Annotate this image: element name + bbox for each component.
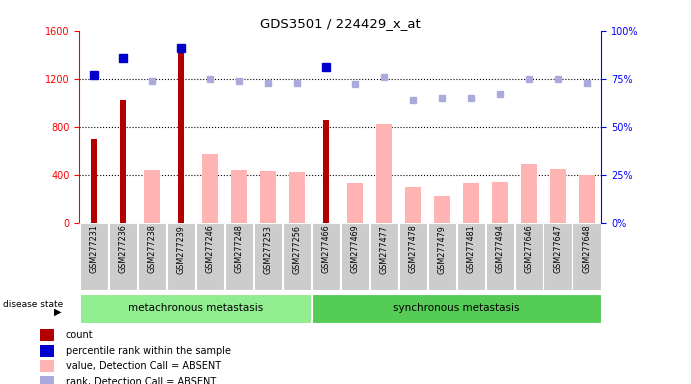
Bar — [120, 100, 126, 223]
Text: count: count — [66, 330, 93, 340]
Bar — [312, 294, 601, 323]
Bar — [79, 223, 108, 290]
Text: GSM277466: GSM277466 — [321, 225, 330, 273]
Bar — [178, 51, 184, 223]
Bar — [347, 183, 363, 223]
Bar — [79, 294, 311, 323]
Bar — [254, 223, 282, 290]
Bar — [428, 223, 456, 290]
Text: GSM277647: GSM277647 — [553, 225, 562, 273]
Bar — [40, 329, 55, 341]
Bar — [40, 360, 55, 372]
Bar — [486, 223, 514, 290]
Bar — [341, 223, 369, 290]
Text: rank, Detection Call = ABSENT: rank, Detection Call = ABSENT — [66, 377, 216, 384]
Bar — [521, 164, 537, 223]
Bar — [231, 170, 247, 223]
Bar — [434, 196, 450, 223]
Bar — [578, 175, 595, 223]
Bar — [167, 223, 195, 290]
Text: GSM277478: GSM277478 — [408, 225, 417, 273]
Text: GSM277246: GSM277246 — [205, 225, 214, 273]
Bar — [91, 139, 97, 223]
Text: GSM277238: GSM277238 — [147, 225, 156, 273]
Bar — [376, 124, 392, 223]
Text: ▶: ▶ — [54, 307, 61, 317]
Text: disease state: disease state — [3, 300, 64, 309]
Text: GSM277494: GSM277494 — [495, 225, 504, 273]
Text: GSM277256: GSM277256 — [292, 225, 301, 274]
Bar — [405, 187, 421, 223]
Text: GSM277231: GSM277231 — [89, 225, 98, 273]
Bar — [225, 223, 253, 290]
Bar — [283, 223, 311, 290]
Bar — [463, 183, 479, 223]
Text: GSM277239: GSM277239 — [176, 225, 185, 274]
Bar — [138, 223, 166, 290]
Text: value, Detection Call = ABSENT: value, Detection Call = ABSENT — [66, 361, 221, 371]
Title: GDS3501 / 224429_x_at: GDS3501 / 224429_x_at — [260, 17, 421, 30]
Bar — [108, 223, 137, 290]
Bar — [370, 223, 398, 290]
Bar — [323, 119, 329, 223]
Bar — [289, 172, 305, 223]
Bar — [399, 223, 427, 290]
Text: GSM277248: GSM277248 — [234, 225, 243, 273]
Bar — [492, 182, 508, 223]
Bar — [544, 223, 572, 290]
Bar — [40, 345, 55, 357]
Bar — [40, 376, 55, 384]
Bar — [144, 170, 160, 223]
Bar — [196, 223, 224, 290]
Bar — [515, 223, 543, 290]
Text: GSM277479: GSM277479 — [437, 225, 446, 274]
Text: GSM277253: GSM277253 — [263, 225, 272, 274]
Text: GSM277648: GSM277648 — [583, 225, 591, 273]
Text: synchronous metastasis: synchronous metastasis — [393, 303, 520, 313]
Text: percentile rank within the sample: percentile rank within the sample — [66, 346, 231, 356]
Text: GSM277477: GSM277477 — [379, 225, 388, 274]
Bar — [202, 154, 218, 223]
Text: GSM277646: GSM277646 — [524, 225, 533, 273]
Bar — [260, 171, 276, 223]
Text: GSM277481: GSM277481 — [466, 225, 475, 273]
Bar — [550, 169, 566, 223]
Bar — [312, 223, 340, 290]
Bar — [457, 223, 485, 290]
Text: GSM277469: GSM277469 — [350, 225, 359, 273]
Text: GSM277236: GSM277236 — [118, 225, 127, 273]
Bar — [572, 223, 601, 290]
Text: metachronous metastasis: metachronous metastasis — [128, 303, 263, 313]
